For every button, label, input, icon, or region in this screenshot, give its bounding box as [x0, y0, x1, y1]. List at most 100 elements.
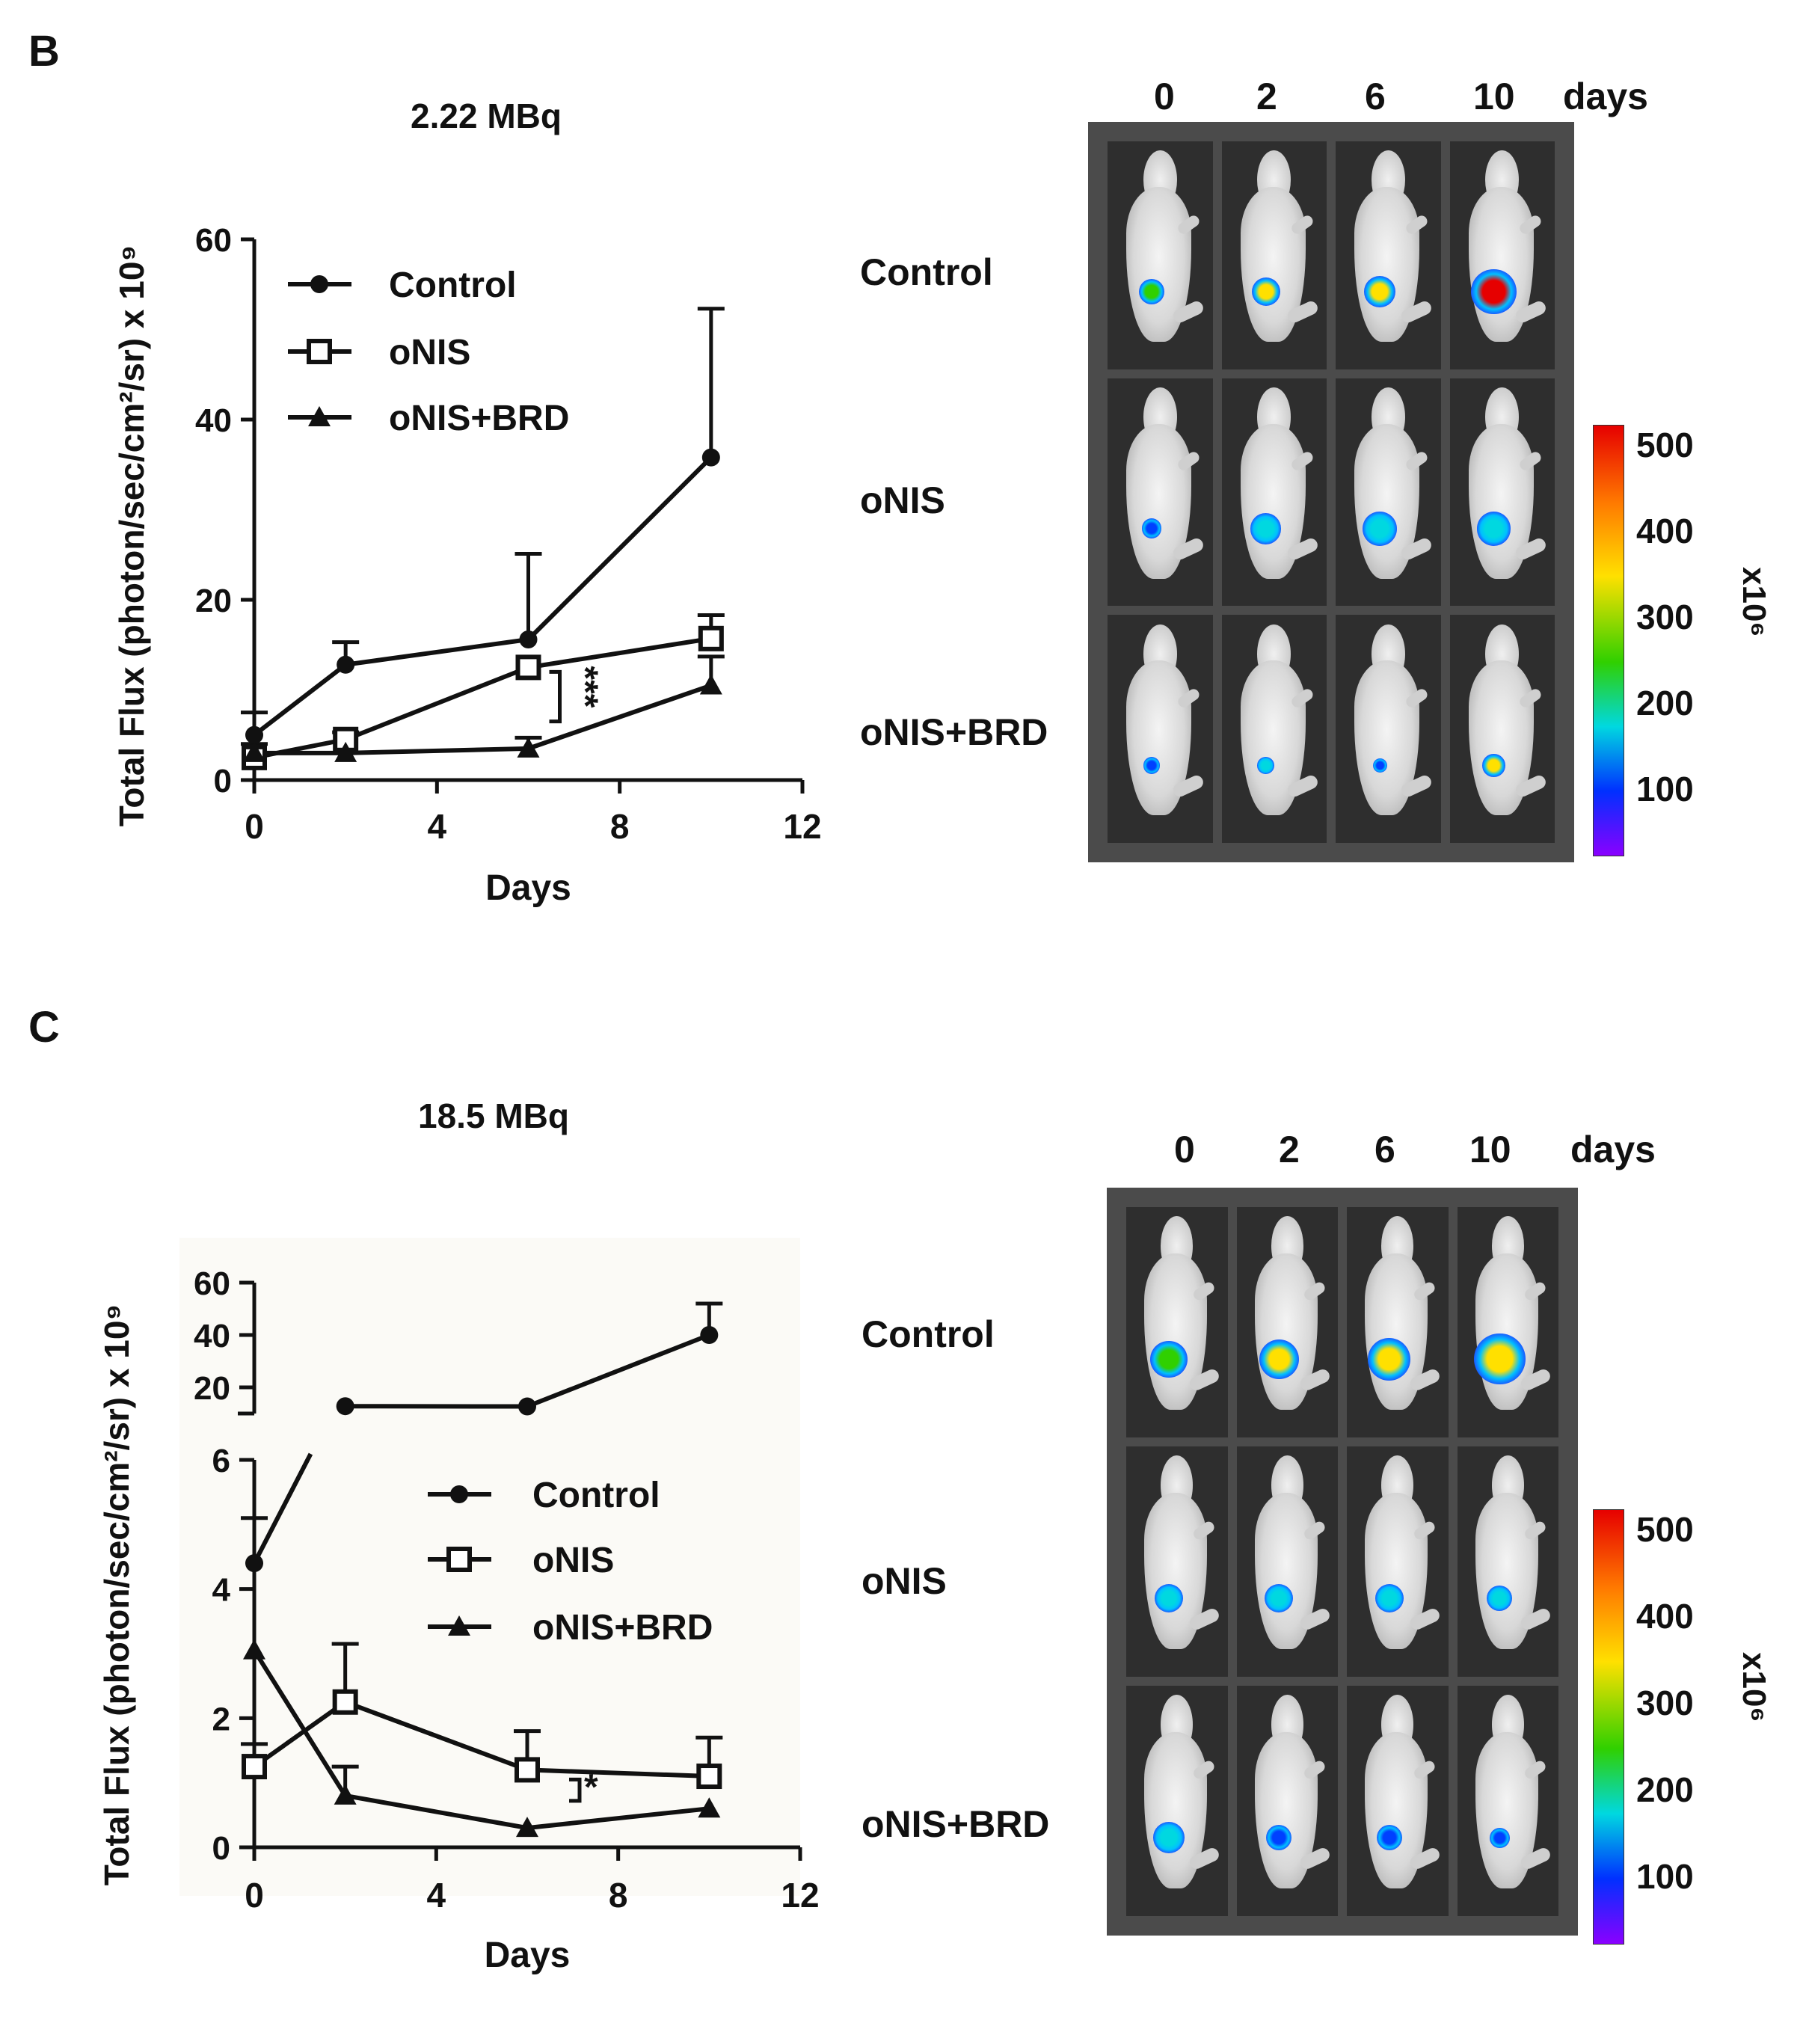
x-tick-label: 0: [245, 1876, 264, 1915]
bioluminescence-signal: [1257, 757, 1274, 774]
colorbar-tick-label: 200: [1636, 684, 1694, 722]
x-tick-label: 8: [609, 1876, 628, 1915]
colorbar-tick-label: 400: [1636, 1597, 1694, 1636]
data-point-triangle: [334, 741, 357, 762]
y-tick-label: 60: [195, 222, 232, 259]
mouse-image: [1347, 1686, 1449, 1916]
x-tick-label: 8: [610, 807, 630, 846]
mouse-image: [1449, 141, 1555, 369]
x-axis-label: Days: [485, 1936, 571, 1975]
y-axis-label: Total Flux (photon/sec/cm²/sr) x 10⁹: [112, 245, 151, 827]
y-tick-label: 6: [212, 1443, 230, 1479]
y-tick-label: 2: [212, 1701, 230, 1737]
legend-marker-triangle: [308, 406, 331, 426]
y-tick-label: 4: [212, 1572, 231, 1609]
mouse-image: [1236, 1207, 1338, 1437]
mouse-image: [1108, 615, 1213, 843]
legend-label: Control: [389, 266, 517, 305]
colorbar-tick-label: 500: [1636, 426, 1694, 464]
series-line: [253, 455, 713, 737]
bioluminescence-signal: [1154, 1584, 1183, 1613]
bioluminescence-signal: [1368, 1337, 1411, 1381]
series-line: [254, 636, 712, 760]
legend-marker-circle: [450, 1485, 468, 1503]
colorbar-tick-label: 500: [1636, 1510, 1694, 1549]
bioluminescence-signal: [1153, 1822, 1185, 1854]
day-label-0: 0: [1174, 1129, 1195, 1170]
y-tick-label: 0: [212, 1830, 230, 1867]
colorbar: [1593, 425, 1624, 856]
bioluminescence-signal: [1474, 1333, 1526, 1385]
chart-c-title: 18.5 MBq: [418, 1096, 569, 1135]
data-point-square: [698, 625, 724, 651]
y-tick-label: 20: [195, 583, 232, 619]
data-point-triangle: [516, 1817, 538, 1838]
bioluminescence-signal: [1265, 1584, 1294, 1613]
chart-b: 0 20 40 60 0 4 8 12 Days Total Flux (photon/sec/c…: [112, 222, 822, 908]
row-label-onis: oNIS: [861, 1560, 947, 1602]
bioluminescence-signal: [1363, 511, 1397, 546]
x-tick-label: 12: [783, 807, 821, 846]
data-point-circle: [700, 1326, 719, 1344]
row-label-onis-brd: oNIS+BRD: [860, 711, 1048, 753]
bioluminescence-signal: [1376, 1825, 1402, 1851]
colorbar-tick-label: 300: [1636, 1684, 1694, 1722]
mouse-image: [1108, 378, 1213, 607]
day-label-10: 10: [1473, 76, 1515, 117]
series-line: [253, 1699, 710, 1779]
mouse-image: [1457, 1686, 1558, 1916]
bioluminescence-signal: [1476, 511, 1511, 546]
mouse-image: [1236, 1686, 1338, 1916]
x-tick-label: 0: [245, 807, 264, 846]
data-point-circle: [519, 630, 538, 649]
colorbar-tick-label: 200: [1636, 1770, 1694, 1809]
data-point-triangle: [698, 1797, 721, 1818]
panel-letter-c: C: [28, 1003, 60, 1052]
legend-label: oNIS: [532, 1541, 614, 1580]
data-point-square: [242, 1754, 267, 1780]
x-tick-label: 12: [781, 1876, 819, 1915]
data-point-circle: [701, 448, 720, 467]
mouse-image: [1449, 378, 1555, 607]
legend-marker-square: [446, 1547, 472, 1572]
row-label-control: Control: [861, 1313, 995, 1355]
bioluminescence-signal: [1251, 277, 1280, 307]
data-point-circle: [336, 1397, 354, 1416]
mouse-image: [1126, 1686, 1228, 1916]
data-point-triangle: [243, 741, 265, 762]
legend-label: oNIS+BRD: [532, 1608, 713, 1648]
significance-label: ***: [565, 666, 605, 708]
mouse-image: [1347, 1207, 1449, 1437]
y-tick-label: 40: [195, 402, 232, 439]
days-unit-label: days: [1563, 76, 1648, 117]
data-point-triangle: [334, 1784, 357, 1805]
data-point-square: [515, 1757, 540, 1783]
data-point-triangle: [517, 737, 540, 758]
mouse-image: [1221, 378, 1327, 607]
mouse-image: [1347, 1446, 1449, 1677]
bioluminescence-signal: [1141, 518, 1162, 539]
legend-label: oNIS+BRD: [389, 399, 569, 438]
bioluminescence-signal: [1250, 512, 1282, 544]
row-label-onis: oNIS: [860, 479, 945, 521]
series-line: [254, 683, 712, 755]
bioluminescence-signal: [1266, 1825, 1292, 1851]
mouse-image: [1336, 141, 1441, 369]
y-tick-label: 60: [194, 1265, 230, 1302]
day-label-2: 2: [1279, 1129, 1300, 1170]
bioluminescence-signal: [1482, 754, 1505, 777]
day-label-2: 2: [1256, 76, 1277, 117]
day-label-10: 10: [1469, 1129, 1511, 1170]
day-label-6: 6: [1365, 76, 1386, 117]
panel-letter-b: B: [28, 27, 60, 76]
legend-marker-circle: [310, 275, 328, 293]
row-label-onis-brd: oNIS+BRD: [861, 1803, 1050, 1845]
series-line: [252, 1452, 313, 1565]
chart-c: 0 2 4 6 20 40 60 0 4 8 12 Days Total Flux (photon/se…: [97, 1238, 820, 1975]
significance-bracket: [549, 669, 562, 724]
mouse-image: [1221, 141, 1327, 369]
row-label-control: Control: [860, 251, 993, 293]
data-point-square: [332, 1689, 358, 1715]
bioluminescence-signal: [1150, 1340, 1188, 1378]
mouse-image: [1108, 141, 1213, 369]
